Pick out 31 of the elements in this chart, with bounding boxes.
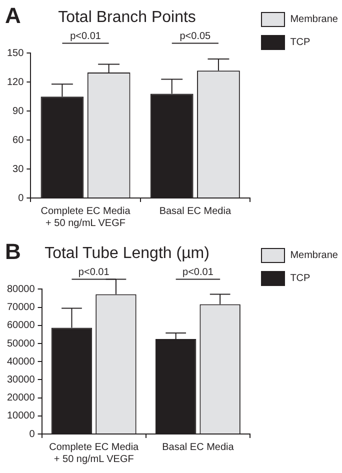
y-tick-label: 0 [29,428,36,440]
y-tick-label: 60000 [6,320,36,332]
y-tick-label: 40000 [6,356,36,368]
chart-title: Total Tube Length (µm) [44,245,210,262]
text: A [5,3,21,28]
legend-label: TCP [290,273,310,284]
y-tick-label: 30000 [6,374,36,386]
y-tick-label: 20000 [6,392,36,404]
y-tick-label: 80000 [6,284,36,295]
x-tick-label: Basal EC Media [159,206,232,217]
y-tick-label: 70000 [6,302,36,314]
text: p<0.01 [182,266,214,278]
y-tick-label: 10000 [6,410,36,422]
legend-label: Membrane [290,250,338,261]
text: p<0.01 [70,30,102,42]
y-tick-label: 0 [18,192,24,204]
y-tick-label: 120 [6,76,24,88]
x-tick-label: Complete EC Media + 50 ng/mL VEGF [49,442,140,465]
y-tick-label: 150 [6,48,24,59]
y-tick-label: 90 [12,106,24,117]
y-tick-label: 60 [12,134,24,146]
text: p<0.01 [78,266,110,278]
x-tick-label: Complete EC Media + 50 ng/mL VEGF [40,206,131,229]
y-tick-label: 30 [12,164,24,175]
legend-label: Membrane [290,14,338,25]
legend-label: TCP [290,37,310,48]
y-tick-label: 50000 [6,338,36,350]
text: B [5,239,21,264]
x-tick-label: Basal EC Media [162,442,234,453]
chart-title: Total Branch Points [58,9,196,26]
text: p<0.05 [180,30,212,42]
